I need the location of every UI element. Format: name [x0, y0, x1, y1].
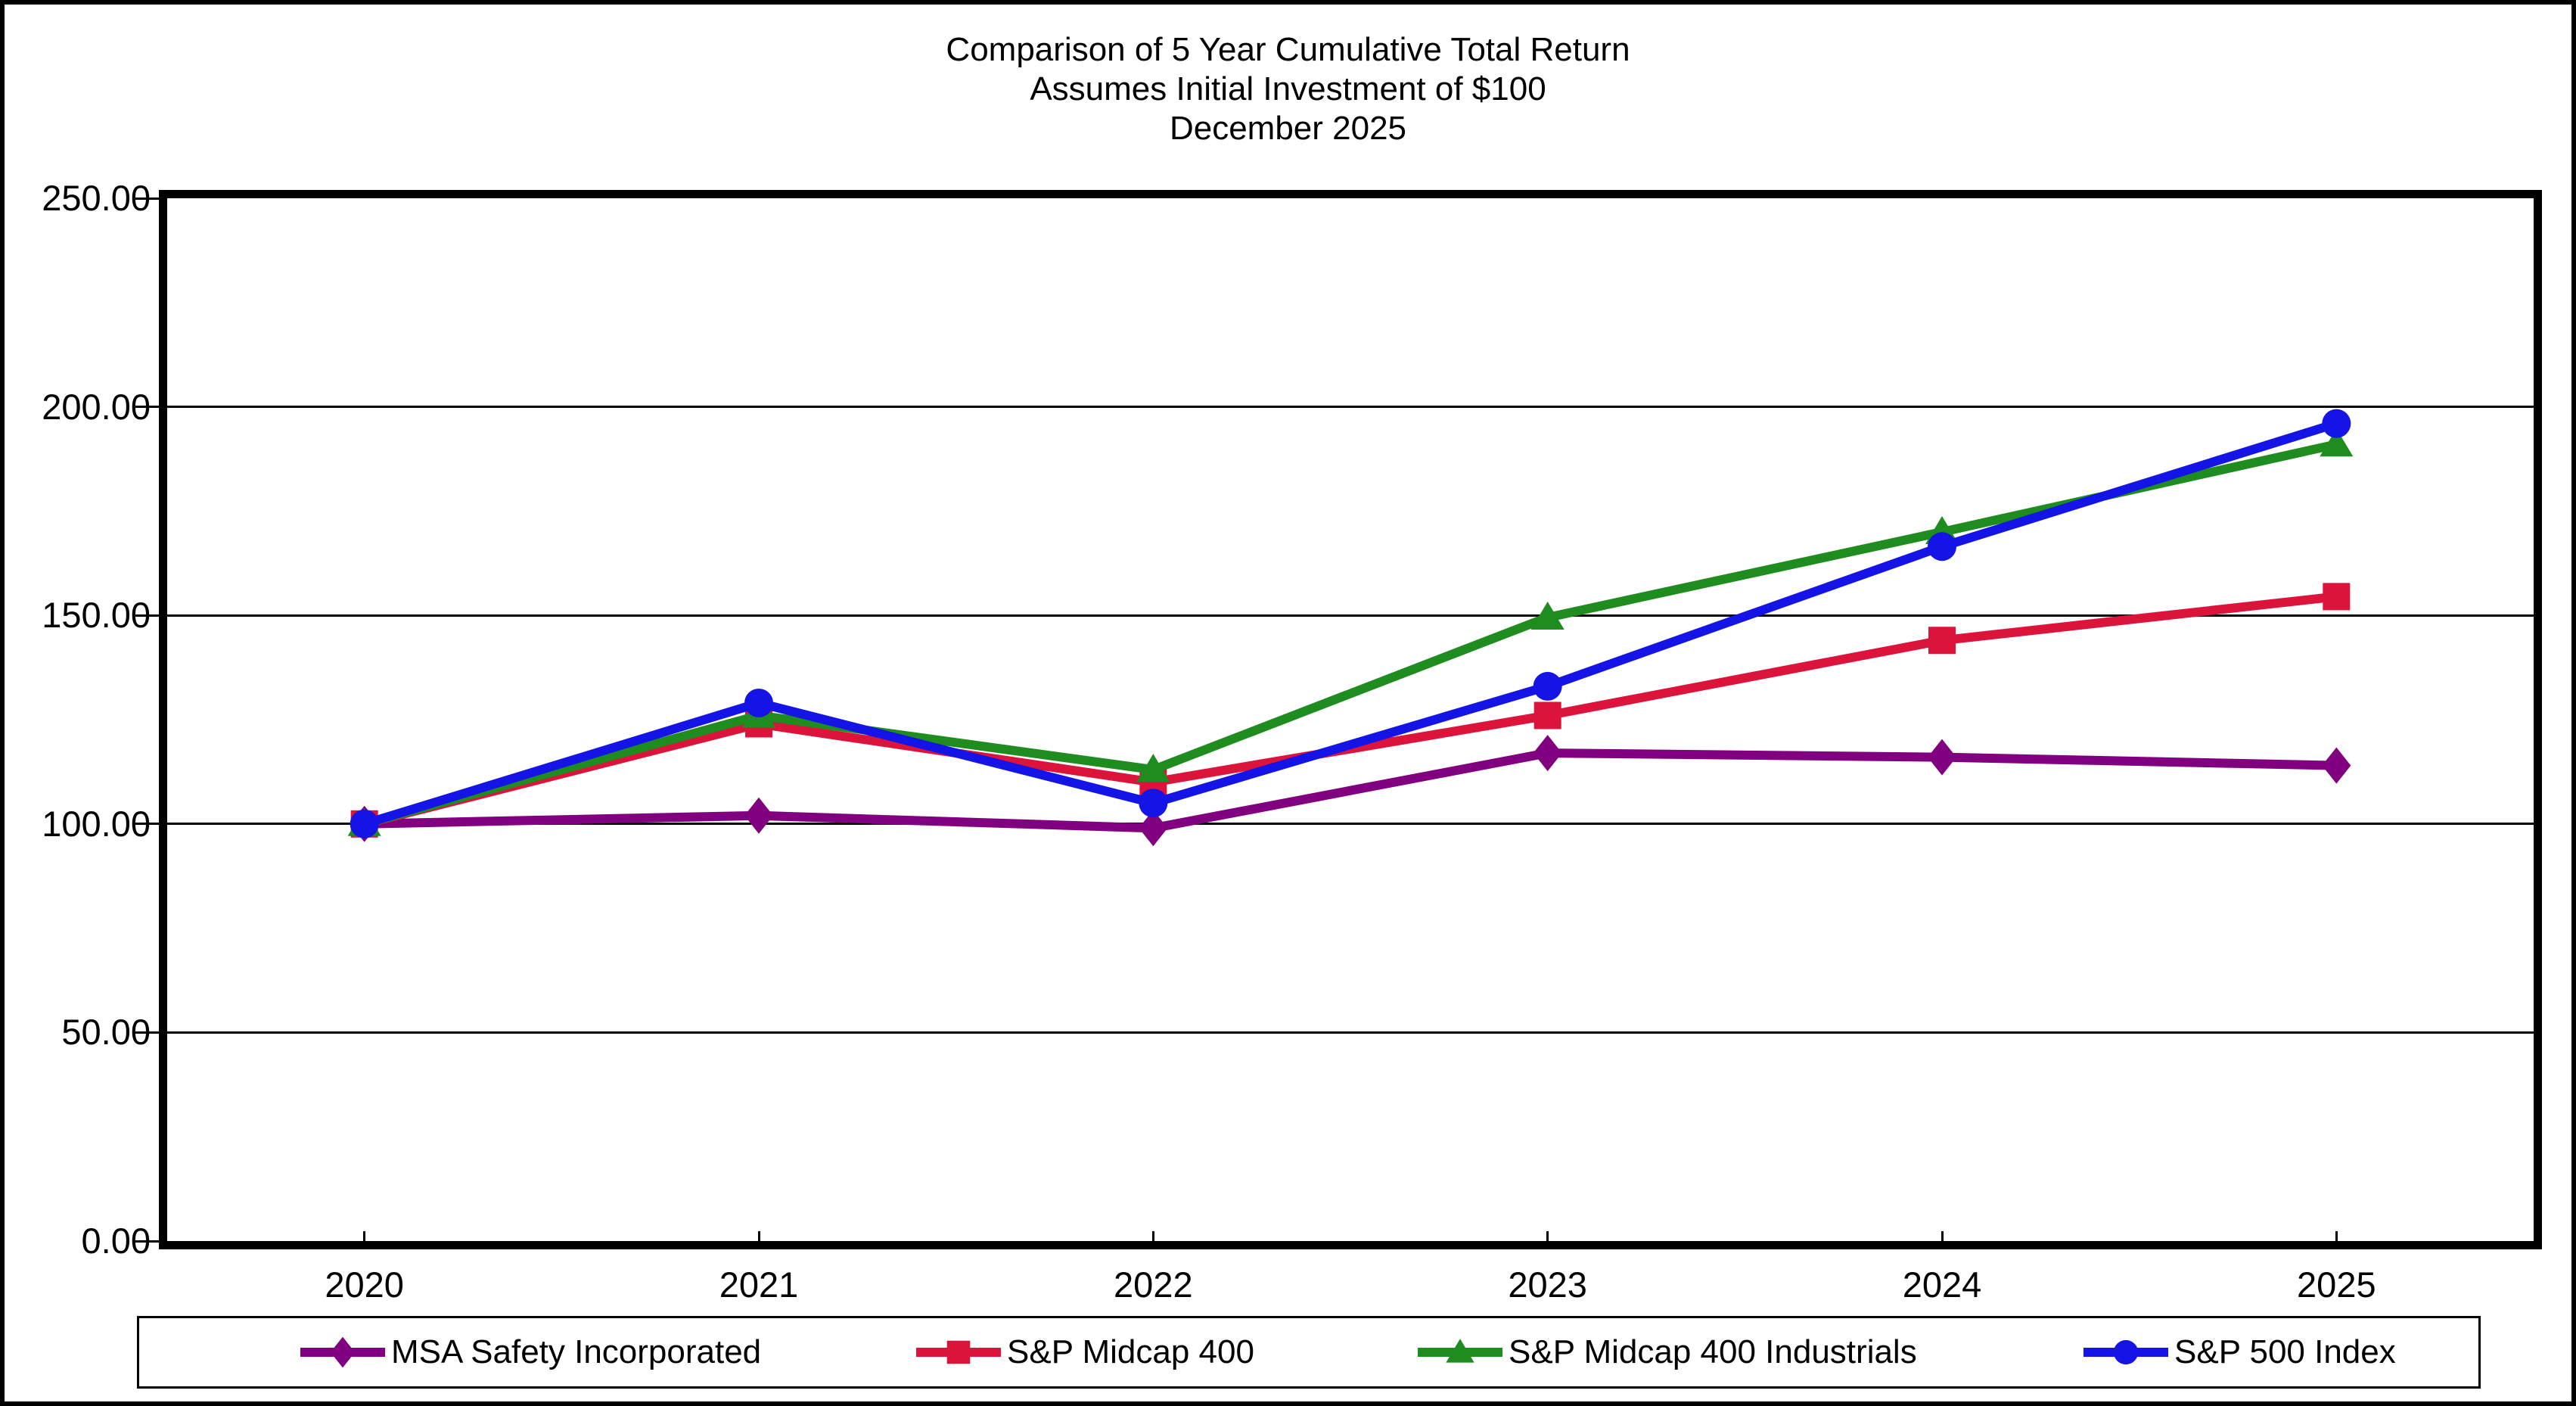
- y-tick-label: 150.00: [42, 595, 151, 636]
- square-marker-icon: [1928, 627, 1956, 655]
- plot-inner: [167, 198, 2534, 1241]
- plot-area: [159, 190, 2542, 1249]
- square-marker-icon: [2323, 583, 2351, 611]
- square-marker-icon: [946, 1340, 971, 1364]
- legend: MSA Safety Incorporated S&P Midcap 400 S&P…: [137, 1316, 2481, 1389]
- y-tick-label: 250.00: [42, 178, 151, 218]
- x-tick-label: 2025: [2297, 1264, 2376, 1305]
- y-axis-tick: [135, 1031, 159, 1034]
- chart-subtitle: Assumes Initial Investment of $100: [1030, 70, 1546, 107]
- diamond-marker-icon: [744, 797, 773, 834]
- legend-entry: S&P 500 Index: [2083, 1330, 2396, 1375]
- circle-marker-icon: [2113, 1339, 2139, 1365]
- y-tick-label: 50.00: [61, 1012, 151, 1053]
- triangle-marker-icon: [2320, 428, 2354, 457]
- legend-marker-icon: [2083, 1339, 2168, 1365]
- square-marker-icon: [1533, 701, 1561, 729]
- circle-marker-icon: [2322, 409, 2351, 438]
- x-axis-tick: [2335, 1231, 2338, 1241]
- x-axis-tick: [1151, 1231, 1154, 1241]
- circle-marker-icon: [1139, 789, 1168, 818]
- legend-marker-icon: [1418, 1339, 1502, 1363]
- y-tick-label: 200.00: [42, 386, 151, 427]
- legend-label: S&P 500 Index: [2174, 1333, 2396, 1370]
- legend-marker-icon: [300, 1336, 385, 1368]
- y-axis-tick: [135, 614, 159, 617]
- legend-label: MSA Safety Incorporated: [391, 1333, 762, 1370]
- diamond-marker-icon: [1928, 739, 1956, 776]
- circle-marker-icon: [350, 809, 379, 838]
- y-axis-tick: [135, 1240, 159, 1243]
- legend-entry: MSA Safety Incorporated: [300, 1330, 761, 1375]
- x-axis-tick: [1941, 1231, 1944, 1241]
- series-canvas: [347, 409, 2354, 847]
- gridline: [167, 823, 2534, 826]
- legend-label: S&P Midcap 400 Industrials: [1509, 1333, 1917, 1370]
- x-tick-label: 2024: [1902, 1264, 1982, 1305]
- x-tick-label: 2021: [719, 1264, 799, 1305]
- diamond-marker-icon: [2322, 747, 2351, 784]
- chart-title-block: Comparison of 5 Year Cumulative Total Re…: [5, 30, 2571, 148]
- y-axis-tick: [135, 406, 159, 409]
- circle-marker-icon: [1533, 671, 1562, 701]
- legend-marker-icon: [916, 1340, 1001, 1364]
- legend-entry: S&P Midcap 400: [916, 1330, 1254, 1375]
- series-line: [364, 748, 2337, 833]
- chart-date-label: December 2025: [1169, 110, 1407, 147]
- x-tick-label: 2022: [1114, 1264, 1193, 1305]
- chart-title: Comparison of 5 Year Cumulative Total Re…: [946, 31, 1630, 68]
- series-line: [362, 418, 2338, 829]
- gridline: [167, 1031, 2534, 1034]
- triangle-marker-icon: [1530, 601, 1565, 630]
- circle-marker-icon: [744, 688, 773, 717]
- legend-entry: S&P Midcap 400 Industrials: [1418, 1330, 1917, 1375]
- x-tick-label: 2023: [1508, 1264, 1587, 1305]
- gridline: [167, 406, 2534, 409]
- series-line: [363, 440, 2338, 829]
- x-axis-tick: [363, 1231, 366, 1241]
- diamond-marker-icon: [1139, 810, 1168, 847]
- triangle-marker-icon: [1446, 1339, 1474, 1363]
- gridline: [167, 614, 2534, 617]
- x-axis-tick: [1546, 1231, 1549, 1241]
- y-tick-label: 100.00: [42, 803, 151, 844]
- y-tick-label: 0.00: [81, 1221, 151, 1261]
- y-axis-tick: [135, 823, 159, 826]
- diamond-marker-icon: [1533, 735, 1562, 772]
- x-tick-label: 2020: [325, 1264, 404, 1305]
- legend-label: S&P Midcap 400: [1007, 1333, 1254, 1370]
- x-axis-tick: [757, 1231, 760, 1241]
- circle-marker-icon: [1928, 532, 1956, 561]
- y-axis-tick: [135, 197, 159, 200]
- diamond-marker-icon: [330, 1336, 356, 1368]
- triangle-marker-icon: [1136, 754, 1170, 782]
